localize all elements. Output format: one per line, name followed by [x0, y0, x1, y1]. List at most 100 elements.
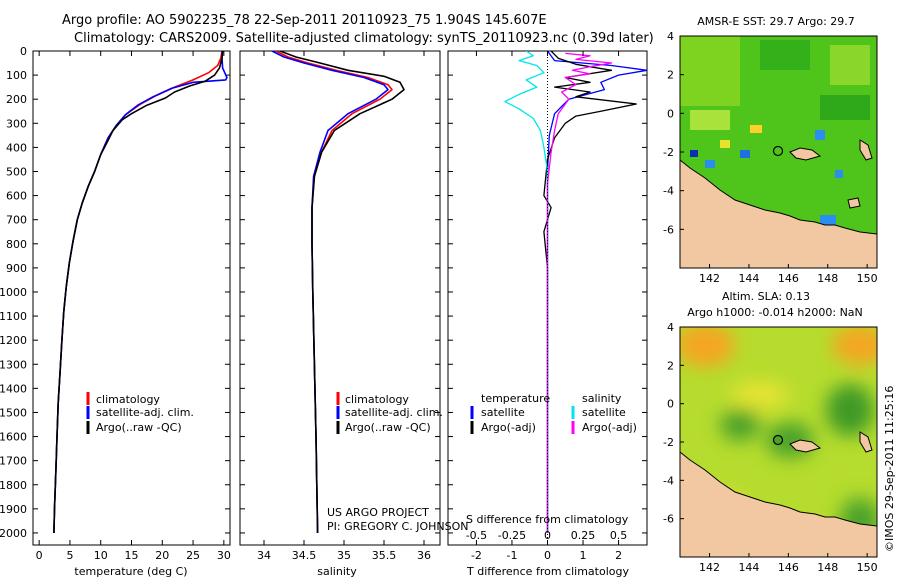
credits-line1: US ARGO PROJECT [327, 506, 429, 519]
x-tick-label: 35.5 [372, 549, 397, 562]
island [859, 431, 873, 453]
legend-label-t-argo: Argo(-adj) [481, 421, 536, 434]
map-x-tick-label: 148 [817, 561, 838, 574]
argo-position-marker [772, 434, 784, 446]
map-y-tick-label: 0 [667, 107, 674, 120]
sst-patch [830, 45, 870, 85]
depth-tick-label: 800 [6, 238, 27, 251]
series-line [279, 51, 405, 534]
depth-tick-label: 400 [6, 141, 27, 154]
depth-tick-label: 900 [6, 262, 27, 275]
sla-blob [720, 409, 760, 441]
map-x-tick-label: 142 [699, 272, 720, 285]
map-x-tick-label: 142 [699, 561, 720, 574]
sst-patch [760, 40, 810, 70]
depth-axis: 0 100 200 300 400 500 600 700 800 900 1000 1100 1200… [0, 45, 647, 540]
x-tick-label: 36 [417, 549, 431, 562]
sst-patch [835, 170, 843, 178]
map-x-tick-label: 144 [738, 272, 759, 285]
sst-map [680, 36, 877, 268]
sla-blob [832, 327, 877, 365]
sst-patch [680, 36, 740, 106]
x-tick-label: 15 [125, 549, 139, 562]
map-y-tick-label: 2 [667, 69, 674, 82]
depth-tick-label: 1600 [0, 431, 27, 444]
x-tick-label: 34.5 [292, 549, 317, 562]
difference-chart [504, 51, 647, 545]
depth-tick-label: 2000 [0, 527, 27, 540]
sst-land [680, 139, 877, 268]
island [847, 197, 861, 209]
figure-title-line2: Climatology: CARS2009. Satellite-adjuste… [74, 31, 654, 46]
island [859, 139, 873, 161]
salinity-panel [239, 50, 441, 546]
depth-tick-label: 1300 [0, 358, 27, 371]
sla-blob [730, 381, 790, 409]
temperature-x-axis: 0 5 10 15 20 25 30 [36, 51, 231, 562]
s-difference-label: S difference from climatology [466, 513, 629, 526]
legend-label-t-satellite: satellite [481, 406, 525, 419]
depth-tick-label: 600 [6, 190, 27, 203]
map2-axes: 142 144 146 148 150 4 2 0 -2 -4 -6 [663, 321, 878, 574]
depth-tick-label: 500 [6, 165, 27, 178]
difference-x-axis: -2 -1 0 1 2 -0.5 -0.25 0 0.25 0.5 [466, 51, 628, 562]
legend-label-s-argo: Argo(-adj) [582, 421, 637, 434]
x-tick-label: 20 [155, 549, 169, 562]
sst-patch [720, 140, 730, 148]
sla-blob [680, 327, 735, 367]
x-tick-label: 5 [66, 549, 73, 562]
sst-patch [690, 110, 730, 130]
depth-tick-label: 1100 [0, 310, 27, 323]
map-y-tick-label: -2 [663, 146, 674, 159]
s-tick-label: 0.5 [610, 529, 628, 542]
salinity-legend: climatology satellite-adj. clim. Argo(..… [336, 392, 443, 434]
argo-position-marker [772, 145, 784, 157]
map2-title-line1: Altim. SLA: 0.13 [722, 290, 810, 303]
depth-tick-label: 1400 [0, 382, 27, 395]
legend-title-temperature: temperature [481, 392, 550, 405]
map-x-tick-label: 144 [738, 561, 759, 574]
map-y-tick-label: -6 [663, 223, 674, 236]
sst-patch [705, 160, 715, 168]
map-x-tick-label: 146 [778, 272, 799, 285]
map-y-tick-label: -4 [663, 185, 674, 198]
sst-patch [750, 125, 762, 133]
map-x-tick-label: 150 [857, 272, 878, 285]
temperature-x-label: temperature (deg C) [74, 565, 187, 578]
salinity-x-label: salinity [317, 565, 357, 578]
legend-label-argo: Argo(..raw -QC) [345, 421, 431, 434]
map-y-tick-label: 2 [667, 359, 674, 372]
difference-x-label: T difference from climatology [466, 565, 629, 578]
depth-tick-label: 1500 [0, 406, 27, 419]
depth-tick-label: 1800 [0, 479, 27, 492]
depth-tick-label: 200 [6, 93, 27, 106]
depth-tick-label: 1700 [0, 455, 27, 468]
map-y-tick-label: 0 [667, 398, 674, 411]
depth-tick-label: 1900 [0, 503, 27, 516]
map-y-tick-label: 4 [667, 321, 674, 334]
legend-label-climatology: climatology [96, 393, 160, 406]
map1-title: AMSR-E SST: 29.7 Argo: 29.7 [697, 15, 855, 28]
map-y-tick-label: -4 [663, 474, 674, 487]
map-x-tick-label: 148 [817, 272, 838, 285]
legend-label-satellite: satellite-adj. clim. [345, 406, 443, 419]
legend-label-climatology: climatology [345, 393, 409, 406]
island [789, 147, 822, 161]
depth-tick-label: 1000 [0, 286, 27, 299]
s-tick-label: 0.25 [571, 529, 596, 542]
salinity-x-axis: 34 34.5 35 35.5 36 [257, 51, 431, 562]
map-x-tick-label: 150 [857, 561, 878, 574]
land-mass [680, 451, 877, 557]
difference-legend: temperature salinity satellite Argo(-adj… [470, 392, 637, 434]
legend-title-salinity: salinity [582, 392, 622, 405]
map-x-tick-label: 146 [778, 561, 799, 574]
s-tick-label: -0.25 [498, 529, 526, 542]
x-tick-label: -2 [471, 549, 482, 562]
map-y-tick-label: -2 [663, 436, 674, 449]
x-tick-label: 1 [580, 549, 587, 562]
temperature-legend: climatology satellite-adj. clim. Argo(..… [86, 392, 194, 434]
imos-stamp: ©IMOS 29-Sep-2011 11:25:16 [883, 386, 896, 552]
legend-label-satellite: satellite-adj. clim. [96, 406, 194, 419]
island [789, 439, 822, 453]
